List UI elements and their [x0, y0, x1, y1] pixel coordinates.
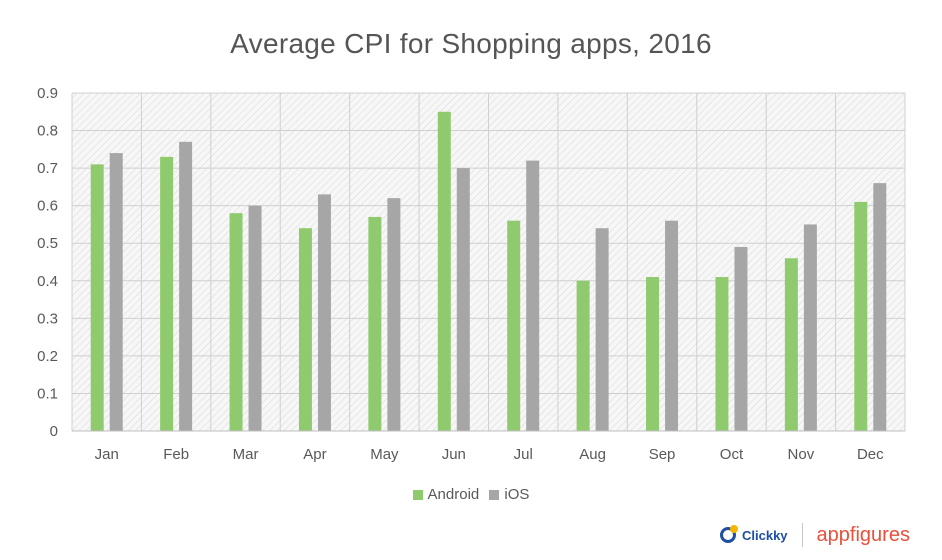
bar-android-apr [298, 228, 312, 431]
x-tick-label: Jan [95, 446, 119, 463]
brand-logos: Clickky appfigures [720, 520, 910, 550]
x-tick-label: Jul [514, 446, 533, 463]
x-tick-label: Jun [442, 446, 466, 463]
legend-swatch-ios [489, 489, 500, 500]
x-tick-label: Mar [233, 446, 259, 463]
legend-item-android: Android [412, 486, 480, 503]
legend-swatch-android [412, 489, 423, 500]
chart-title: Average CPI for Shopping apps, 2016 [230, 28, 712, 59]
bar-android-feb [160, 156, 174, 431]
bar-ios-apr [317, 194, 331, 431]
logo-divider [801, 523, 803, 547]
bar-ios-jul [526, 160, 540, 431]
y-tick-label: 0.1 [37, 385, 58, 402]
bar-android-aug [576, 280, 590, 431]
bar-ios-may [387, 198, 401, 431]
bar-ios-aug [595, 228, 609, 431]
x-tick-label: Dec [857, 446, 884, 463]
y-tick-label: 0.8 [37, 123, 58, 140]
bar-android-nov [784, 258, 798, 431]
chart-legend: Android iOS [0, 486, 942, 504]
bar-android-may [368, 216, 382, 431]
x-tick-label: May [370, 446, 399, 463]
clickky-logo-text: Clickky [742, 527, 788, 543]
bar-ios-jan [109, 153, 123, 432]
y-tick-label: 0 [50, 423, 58, 440]
bar-chart: 0 0.1 0.2 0.3 0.4 0.5 0.6 0.7 0.8 0.9 Jan Feb Mar Apr… [37, 85, 906, 463]
x-tick-label: Aug [579, 446, 606, 463]
bar-ios-jun [456, 168, 470, 431]
x-tick-label: Oct [720, 446, 744, 463]
bar-android-dec [854, 201, 868, 431]
bar-ios-oct [734, 246, 748, 431]
y-tick-label: 0.3 [37, 310, 58, 327]
bar-android-jul [507, 220, 521, 431]
appfigures-logo: appfigures [816, 523, 910, 546]
x-tick-label: Feb [163, 446, 189, 463]
x-tick-label: Apr [303, 446, 326, 463]
clickky-mark-icon [720, 525, 740, 545]
bar-ios-nov [803, 224, 817, 431]
y-tick-label: 0.4 [37, 273, 58, 290]
y-tick-label: 0.2 [37, 348, 58, 365]
bar-ios-feb [179, 141, 193, 432]
bar-ios-dec [873, 183, 887, 431]
bar-android-jan [90, 164, 104, 431]
bar-ios-mar [248, 205, 262, 431]
bar-ios-sep [665, 220, 679, 431]
legend-item-ios: iOS [489, 486, 529, 503]
bar-android-oct [715, 277, 729, 431]
bar-android-jun [437, 111, 451, 432]
bar-android-mar [229, 213, 243, 431]
y-tick-label: 0.7 [37, 160, 58, 177]
y-tick-label: 0.9 [37, 85, 58, 102]
legend-label-ios: iOS [504, 486, 530, 503]
bar-android-sep [646, 277, 660, 431]
x-tick-label: Nov [788, 446, 815, 463]
clickky-logo: Clickky [720, 525, 788, 545]
x-tick-label: Sep [649, 446, 676, 463]
y-tick-label: 0.6 [37, 198, 58, 215]
legend-label-android: Android [427, 486, 480, 503]
y-tick-label: 0.5 [37, 235, 58, 252]
